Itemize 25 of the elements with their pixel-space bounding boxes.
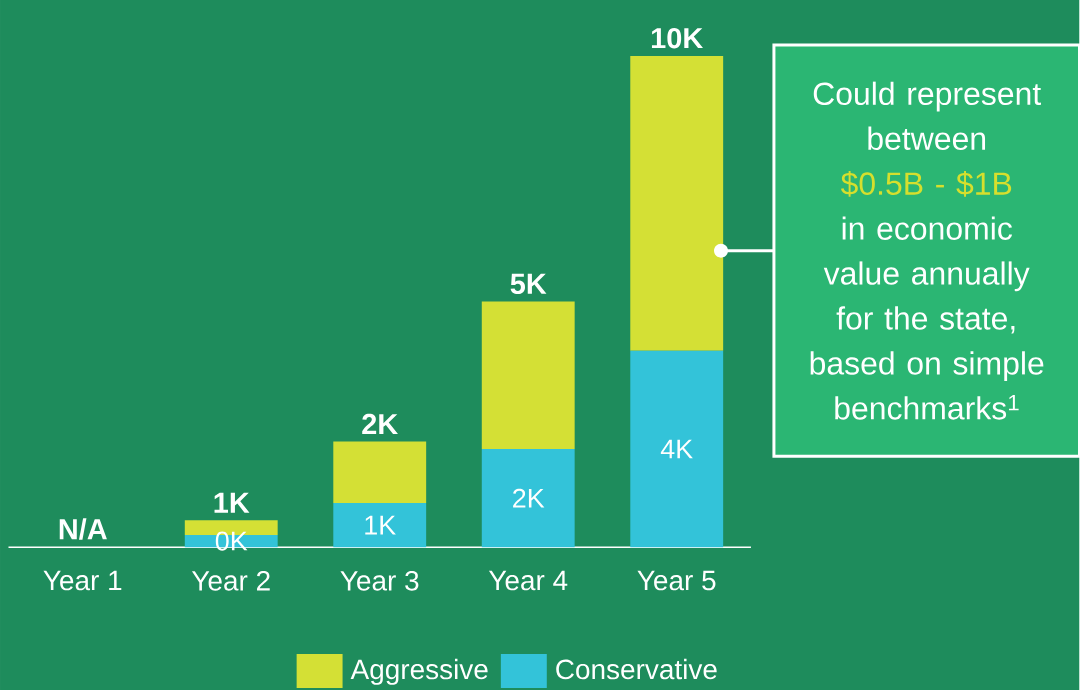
bar: [333, 503, 427, 548]
data-label: 4K: [660, 439, 693, 459]
bar: [630, 55, 724, 351]
text: Could represent between: [813, 81, 1041, 151]
bar: [481, 448, 575, 548]
data-label: 2K: [513, 488, 545, 508]
legend-label: Aggressive: [350, 658, 488, 685]
bar: [333, 441, 427, 503]
data-label: 0K: [215, 531, 248, 551]
x-tick-label: Year 2: [191, 570, 270, 591]
legend-label: Conservative: [556, 658, 717, 680]
text: N/A: [59, 518, 107, 540]
x-tick-label: Year 3: [340, 570, 419, 591]
total-label: 2K: [362, 413, 398, 435]
total-label: 10K: [651, 27, 703, 49]
data-label: 1K: [365, 515, 396, 535]
text: in economic value annually for the state, based on simple benchmarks$^{1}$: [810, 216, 1044, 420]
x-tick-label: Year 1: [43, 570, 122, 591]
bar: [630, 350, 724, 548]
bar: [481, 301, 575, 449]
total-label: 1K: [214, 492, 250, 513]
x-tick-label: Year 4: [488, 570, 568, 591]
text: $0.5B - $1B: [840, 170, 1012, 197]
x-tick-label: Year 5: [637, 570, 716, 591]
total-label: 5K: [510, 273, 547, 295]
